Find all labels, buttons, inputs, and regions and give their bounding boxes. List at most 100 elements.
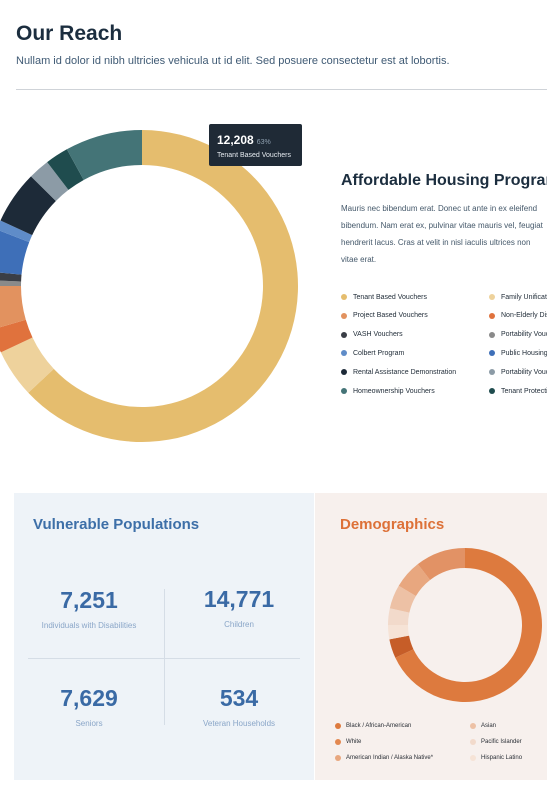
legend-item-portability-vouchers[interactable]: Portability Vouchers: [489, 330, 547, 340]
demographics-legend-item-hispanic-latino[interactable]: Hispanic Latino: [470, 753, 522, 763]
demographics-legend-item-pacific-islander[interactable]: Pacific Islander: [470, 737, 522, 747]
legend-label: Black / African-American: [346, 723, 412, 729]
donut-slice-vash-vouchers[interactable]: [0, 271, 22, 282]
program-donut-chart[interactable]: [0, 120, 300, 450]
legend-label: Family Unification: [501, 293, 547, 301]
legend-label: Pacific Islander: [481, 739, 522, 745]
legend-label: Tenant Protection: [501, 387, 547, 395]
stat-value: 14,771: [203, 586, 275, 612]
legend-swatch: [489, 331, 495, 338]
legend-swatch: [341, 369, 347, 376]
demographics-legend-item-black-african-american[interactable]: Black / African-American: [335, 721, 411, 731]
divider: [16, 89, 547, 90]
legend-swatch: [489, 294, 495, 300]
legend-swatch: [470, 723, 476, 729]
legend-item-homeownership-vouchers[interactable]: Homeownership Vouchers: [341, 386, 435, 396]
legend-swatch: [470, 755, 476, 761]
legend-swatch: [341, 388, 347, 394]
program-description-line: bibendum. Nam erat ex, pulvinar vitae ma…: [341, 221, 543, 230]
legend-label: American Indian / Alaska Native*: [346, 755, 434, 761]
donut-slice-tenant-based-vouchers[interactable]: [28, 130, 299, 442]
donut-slice-asian[interactable]: [417, 548, 465, 580]
legend-label: White: [346, 739, 362, 745]
legend-label: Hispanic Latino: [481, 755, 523, 761]
donut-slice-public-housing[interactable]: [0, 229, 30, 275]
legend-label: Portability Vouchers: [501, 368, 547, 376]
legend-swatch: [335, 723, 341, 729]
legend-item-non-elderly-disabled[interactable]: Non-Elderly Disabled: [489, 311, 547, 321]
program-title: Affordable Housing Programs: [341, 172, 547, 189]
donut-slice-project-based-vouchers[interactable]: [0, 286, 26, 330]
legend-label: VASH Vouchers: [353, 331, 403, 339]
legend-item-tenant-based-vouchers[interactable]: Tenant Based Vouchers: [341, 292, 427, 302]
program-description-line: hendrerit lacus. Cras at velit in nisl i…: [341, 238, 531, 247]
page-subtitle: Nullam id dolor id nibh ultricies vehicu…: [16, 55, 450, 67]
legend-label: Colbert Program: [353, 349, 405, 357]
vulnerable-populations-panel: Vulnerable Populations 7,251 Individuals…: [14, 493, 314, 780]
stat-children: 14,771 Children: [164, 586, 314, 629]
legend-label: Asian: [481, 723, 497, 729]
legend-swatch: [341, 331, 347, 338]
donut-slice-hispanic-latino[interactable]: [388, 625, 410, 640]
legend-label: Public Housing: [501, 349, 547, 357]
donut-slice-portability-vouchers[interactable]: [0, 280, 22, 286]
donut-slice-pacific-islander[interactable]: [388, 608, 410, 625]
legend-item-colbert-program[interactable]: Colbert Program: [341, 348, 404, 358]
legend-item-public-housing[interactable]: Public Housing: [489, 348, 547, 358]
donut-slice-tenant-protection[interactable]: [47, 149, 84, 190]
legend-swatch: [341, 312, 347, 319]
legend-swatch: [489, 388, 495, 394]
tooltip-value: 12,208: [217, 133, 254, 147]
tooltip-label: Tenant Based Vouchers: [217, 152, 291, 159]
program-description-line: Mauris nec bibendum erat. Donec ut ante …: [341, 204, 538, 213]
demographics-legend-item-white[interactable]: White: [335, 737, 361, 747]
legend-swatch: [335, 739, 341, 745]
donut-slice-portability-vouchers[interactable]: [31, 162, 69, 201]
donut-slice-white[interactable]: [389, 635, 414, 658]
program-description-line: vitae erat.: [341, 255, 377, 264]
demographics-donut-chart[interactable]: [385, 545, 545, 705]
legend-swatch: [489, 312, 495, 319]
stat-divider-vertical: [164, 589, 165, 725]
donut-slice-asian[interactable]: [389, 585, 416, 613]
legend-swatch: [489, 369, 495, 376]
demographics-legend-item-asian[interactable]: Asian: [470, 721, 496, 731]
stat-label: Individuals with Disabilities: [41, 621, 137, 630]
legend-item-tenant-protection[interactable]: Tenant Protection: [489, 386, 547, 396]
stat-value: 7,629: [60, 685, 118, 711]
donut-slice-non-elderly-disabled[interactable]: [0, 319, 33, 353]
donut-slice-colbert-program[interactable]: [0, 220, 33, 243]
stat-value: 534: [219, 685, 259, 711]
legend-label: Non-Elderly Disabled: [501, 312, 547, 320]
stat-label: Seniors: [75, 719, 103, 728]
legend-item-portability-vouchers[interactable]: Portability Vouchers: [489, 367, 547, 377]
donut-slice-rental-assistance-demonstration[interactable]: [0, 176, 56, 236]
legend-swatch: [341, 294, 347, 300]
stat-label: Veteran Households: [202, 719, 276, 728]
legend-item-family-unification[interactable]: Family Unification: [489, 292, 547, 302]
legend-swatch: [341, 350, 347, 357]
legend-item-project-based-vouchers[interactable]: Project Based Vouchers: [341, 311, 428, 321]
legend-label: Homeownership Vouchers: [353, 387, 435, 395]
legend-label: Portability Vouchers: [501, 331, 547, 339]
stat-value: 7,251: [60, 587, 118, 613]
tooltip-percent: 63%: [256, 139, 271, 146]
donut-slice-homeownership-vouchers[interactable]: [66, 130, 142, 180]
page-title: Our Reach: [16, 22, 123, 45]
chart-tooltip: 12,208 63% Tenant Based Vouchers: [209, 124, 302, 166]
stat-label: Children: [224, 620, 254, 629]
stat-disabilities: 7,251 Individuals with Disabilities: [14, 587, 164, 630]
demographics-legend-item-american-indian-alaska-native[interactable]: American Indian / Alaska Native*: [335, 753, 433, 763]
vulnerable-title: Vulnerable Populations: [33, 516, 200, 533]
legend-label: Tenant Based Vouchers: [353, 293, 427, 301]
legend-swatch: [335, 755, 341, 761]
donut-slice-american-indian-alaska-native[interactable]: [398, 564, 431, 596]
legend-swatch: [489, 350, 495, 357]
legend-swatch: [470, 739, 476, 745]
legend-label: Rental Assistance Demonstration: [353, 368, 457, 376]
legend-item-vash-vouchers[interactable]: VASH Vouchers: [341, 330, 403, 340]
program-description: Mauris nec bibendum erat. Donec ut ante …: [341, 200, 547, 264]
legend-item-rental-assistance-demonstration[interactable]: Rental Assistance Demonstration: [341, 367, 456, 377]
stat-seniors: 7,629 Seniors: [14, 685, 164, 728]
donut-slice-family-unification[interactable]: [0, 337, 54, 393]
